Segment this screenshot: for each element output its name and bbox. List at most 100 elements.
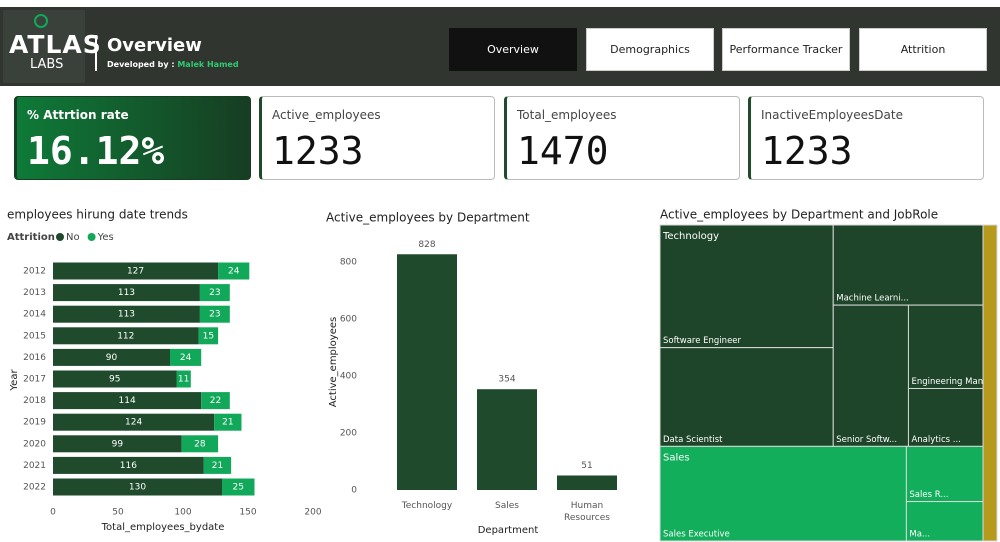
logo-box: ATLAS LABS: [3, 10, 101, 83]
data-label: 15: [203, 331, 214, 341]
bar-segment: [199, 284, 230, 302]
y-axis-label: Year: [9, 369, 20, 392]
data-label: 21: [212, 461, 223, 471]
nav-button[interactable]: Demographics: [586, 28, 714, 71]
nav-button[interactable]: Overview: [449, 28, 577, 71]
bar-segment: [53, 348, 170, 366]
tile-label: Machine Learni...: [836, 294, 909, 304]
tile-label: Software Engineer: [663, 336, 742, 346]
x-tick-label: Technology: [401, 501, 453, 511]
kpi-value: 1470: [517, 129, 609, 173]
bar-segment: [199, 305, 230, 323]
bar-segment: [53, 284, 200, 302]
data-label: 23: [209, 310, 220, 320]
data-label: 22: [210, 396, 221, 406]
y-tick-label: 2015: [23, 331, 46, 341]
bar-segment: [218, 262, 250, 280]
kpi-label: InactiveEmployeesDate: [761, 108, 903, 122]
bar-segment: [53, 327, 199, 345]
tile-label: Sales Executive: [663, 530, 730, 540]
data-label: 23: [209, 288, 220, 298]
kpi-value: 1233: [272, 129, 364, 173]
group-label: Sales: [663, 452, 690, 463]
legend-dot: [56, 233, 64, 241]
data-label: 99: [112, 439, 124, 449]
kpi-card: % Attrtion rate 16.12%: [14, 96, 251, 180]
y-tick-label: 2014: [23, 310, 46, 320]
treemap-tile: [659, 347, 834, 447]
bar-segment: [53, 435, 182, 453]
logo-top: ATLAS: [9, 30, 102, 59]
tile-label: Senior Softw...: [836, 435, 897, 445]
kpi-label: Active_employees: [272, 108, 381, 122]
group-label: Technology: [662, 231, 719, 242]
treemap-tile: [832, 224, 984, 306]
data-label: 116: [120, 461, 137, 471]
y-tick-label: 800: [340, 258, 357, 268]
credit: Developed by : Malek Hamed: [107, 60, 239, 69]
data-label: 51: [581, 461, 592, 471]
treemap-tile: [659, 224, 834, 349]
x-tick-label: 0: [50, 508, 56, 518]
bar-segment: [53, 392, 202, 410]
bar-segment: [53, 413, 215, 431]
bar-segment: [170, 348, 202, 366]
y-tick-label: 0: [351, 486, 357, 496]
kpi-label: Total_employees: [517, 108, 617, 122]
bar-segment: [214, 413, 242, 431]
y-tick-label: 400: [340, 372, 357, 382]
y-tick-label: 600: [340, 315, 357, 325]
kpi-value: 16.12%: [27, 129, 165, 173]
treemap-tile: [832, 304, 909, 447]
data-label: 127: [127, 267, 144, 277]
kpi-value: 1233: [761, 129, 853, 173]
data-label: 11: [178, 375, 189, 385]
y-tick-label: 2012: [23, 267, 46, 277]
x-tick-label: Sales: [495, 501, 519, 511]
x-axis-label: Total_employees_bydate: [101, 522, 225, 533]
data-label: 95: [109, 375, 120, 385]
treemap-tile: [907, 304, 984, 389]
bar: [557, 475, 617, 490]
kpi-card: InactiveEmployeesDate 1233: [748, 96, 984, 180]
y-tick-label: 2013: [23, 288, 46, 298]
x-tick-label: 100: [174, 508, 191, 518]
bar-segment: [222, 478, 255, 496]
tile-label: Analytics ...: [911, 435, 960, 445]
nav-button[interactable]: Attrition: [859, 28, 987, 71]
legend-label: Yes: [97, 232, 114, 243]
data-label: 124: [125, 418, 142, 428]
x-tick-label: 50: [112, 508, 124, 518]
tile-label: Sales R...: [909, 490, 948, 500]
bar-segment: [53, 478, 222, 496]
bar-segment: [53, 305, 200, 323]
data-label: 21: [222, 418, 233, 428]
treemap-tile: [659, 445, 907, 542]
y-tick-label: 2020: [23, 439, 46, 449]
bar-segment: [176, 370, 191, 388]
x-axis-label: Department: [478, 525, 539, 536]
bar-segment: [201, 392, 230, 410]
y-tick-label: 2016: [23, 353, 46, 363]
data-label: 25: [233, 483, 244, 493]
bar: [397, 254, 457, 490]
developed-by: Developed by :: [107, 60, 175, 69]
bar-segment: [198, 327, 219, 345]
data-label: 90: [106, 353, 118, 363]
data-label: 24: [180, 353, 192, 363]
x-tick-label: 150: [239, 508, 256, 518]
bar-segment: [181, 435, 219, 453]
data-label: 28: [194, 439, 206, 449]
logo-globe: [34, 14, 48, 28]
tile-label: Engineering Man...: [911, 377, 991, 387]
y-tick-label: 2017: [23, 375, 46, 385]
data-label: 113: [118, 310, 135, 320]
x-tick-label: Human Resources: [564, 501, 610, 523]
tile-label: Data Scientist: [663, 435, 723, 445]
data-label: 828: [418, 240, 435, 250]
kpi-label: % Attrtion rate: [27, 108, 129, 122]
nav-button[interactable]: Performance Tracker: [722, 28, 850, 71]
page-title: Overview: [107, 35, 202, 56]
